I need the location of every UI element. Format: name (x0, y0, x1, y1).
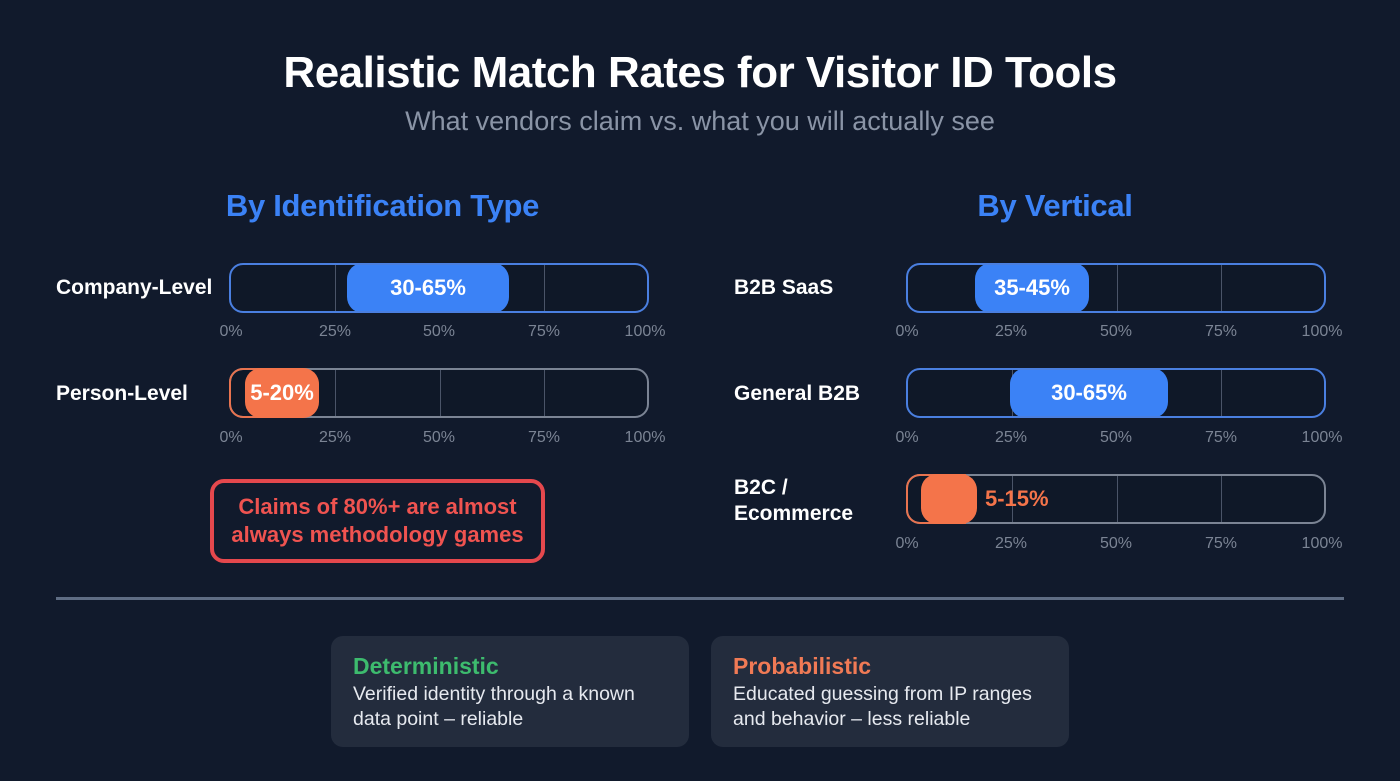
gridline-75 (544, 265, 545, 311)
gridline-75 (1221, 265, 1222, 311)
range-bar-company-level: 30-65% (229, 263, 649, 313)
tick-label: 0% (895, 323, 919, 340)
card-description: Verified identity through a known data p… (353, 683, 635, 730)
axis-ticks: 0% 25% 50% 75% 100% (219, 323, 689, 343)
row-label-b2c-ecommerce: B2C / Ecommerce (734, 475, 853, 527)
tick-label: 0% (895, 429, 919, 446)
gridline-25 (335, 370, 336, 416)
tick-label: 75% (527, 323, 561, 340)
range-bar-person-level: 5-20% (229, 368, 649, 418)
range-fill-b2b-saas: 35-45% (975, 265, 1089, 311)
gridline-50 (440, 370, 441, 416)
row-label-company-level: Company-Level (56, 276, 213, 299)
section-title-identification-type: By Identification Type (225, 188, 540, 223)
tick-label: 25% (318, 323, 352, 340)
tick-label: 100% (624, 429, 666, 446)
range-fill-company-level: 30-65% (347, 265, 509, 311)
tick-label: 100% (1301, 535, 1343, 552)
row-label-person-level: Person-Level (56, 382, 188, 405)
methodology-warning: Claims of 80%+ are almost always methodo… (210, 479, 545, 563)
tick-label: 25% (994, 323, 1028, 340)
row-label-general-b2b: General B2B (734, 382, 861, 405)
tick-label: 25% (994, 429, 1028, 446)
range-value-label: 35-45% (994, 275, 1070, 300)
tick-label: 25% (318, 429, 352, 446)
range-fill-b2c-ecommerce (921, 474, 977, 524)
tick-label: 100% (1301, 323, 1343, 340)
gridline-50 (1117, 265, 1118, 311)
tick-label: 50% (422, 323, 456, 340)
gridline-75 (1221, 476, 1222, 522)
range-fill-person-level: 5-20% (245, 368, 319, 418)
range-value-label: 5-20% (250, 380, 314, 405)
card-title: Deterministic (353, 653, 499, 679)
tick-label: 75% (527, 429, 561, 446)
section-title-vertical: By Vertical (977, 188, 1133, 223)
section-divider (56, 597, 1344, 600)
gridline-75 (1221, 370, 1222, 416)
tick-label: 100% (1301, 429, 1343, 446)
tick-label: 75% (1204, 429, 1238, 446)
range-bar-general-b2b: 30-65% (906, 368, 1326, 418)
tick-label: 25% (994, 535, 1028, 552)
tick-label: 50% (422, 429, 456, 446)
warning-text: Claims of 80%+ are almost always methodo… (231, 494, 524, 547)
range-value-label: 30-65% (1051, 380, 1127, 405)
range-value-label: 5-15% (985, 486, 1049, 511)
range-bar-b2b-saas: 35-45% (906, 263, 1326, 313)
tick-label: 0% (895, 535, 919, 552)
tick-label: 50% (1099, 323, 1133, 340)
tick-label: 50% (1099, 535, 1133, 552)
tick-label: 75% (1204, 535, 1238, 552)
gridline-75 (544, 370, 545, 416)
tick-label: 50% (1099, 429, 1133, 446)
gridline-50 (1117, 476, 1118, 522)
range-value-label: 30-65% (390, 275, 466, 300)
row-label-line: Ecommerce (734, 502, 854, 525)
range-bar-b2c-ecommerce: 5-15% (906, 474, 1326, 524)
tick-label: 75% (1204, 323, 1238, 340)
tick-label: 0% (219, 429, 243, 446)
axis-ticks: 0% 25% 50% 75% 100% (219, 429, 689, 449)
legend-card-deterministic: Deterministic Verified identity through … (331, 636, 689, 747)
range-fill-general-b2b: 30-65% (1010, 370, 1168, 416)
gridline-25 (335, 265, 336, 311)
card-description: Educated guessing from IP ranges and beh… (733, 683, 1032, 730)
axis-ticks: 0% 25% 50% 75% 100% (895, 535, 1366, 555)
card-title: Probabilistic (733, 653, 872, 679)
page-title: Realistic Match Rates for Visitor ID Too… (283, 48, 1117, 97)
axis-ticks: 0% 25% 50% 75% 100% (895, 323, 1366, 343)
axis-ticks: 0% 25% 50% 75% 100% (895, 429, 1366, 449)
row-label-line: B2C / (734, 476, 788, 499)
row-label-b2b-saas: B2B SaaS (734, 276, 834, 299)
tick-label: 0% (219, 323, 243, 340)
legend-card-probabilistic: Probabilistic Educated guessing from IP … (711, 636, 1069, 747)
tick-label: 100% (624, 323, 666, 340)
page-subtitle: What vendors claim vs. what you will act… (405, 106, 995, 136)
gridline-25 (1012, 476, 1013, 522)
